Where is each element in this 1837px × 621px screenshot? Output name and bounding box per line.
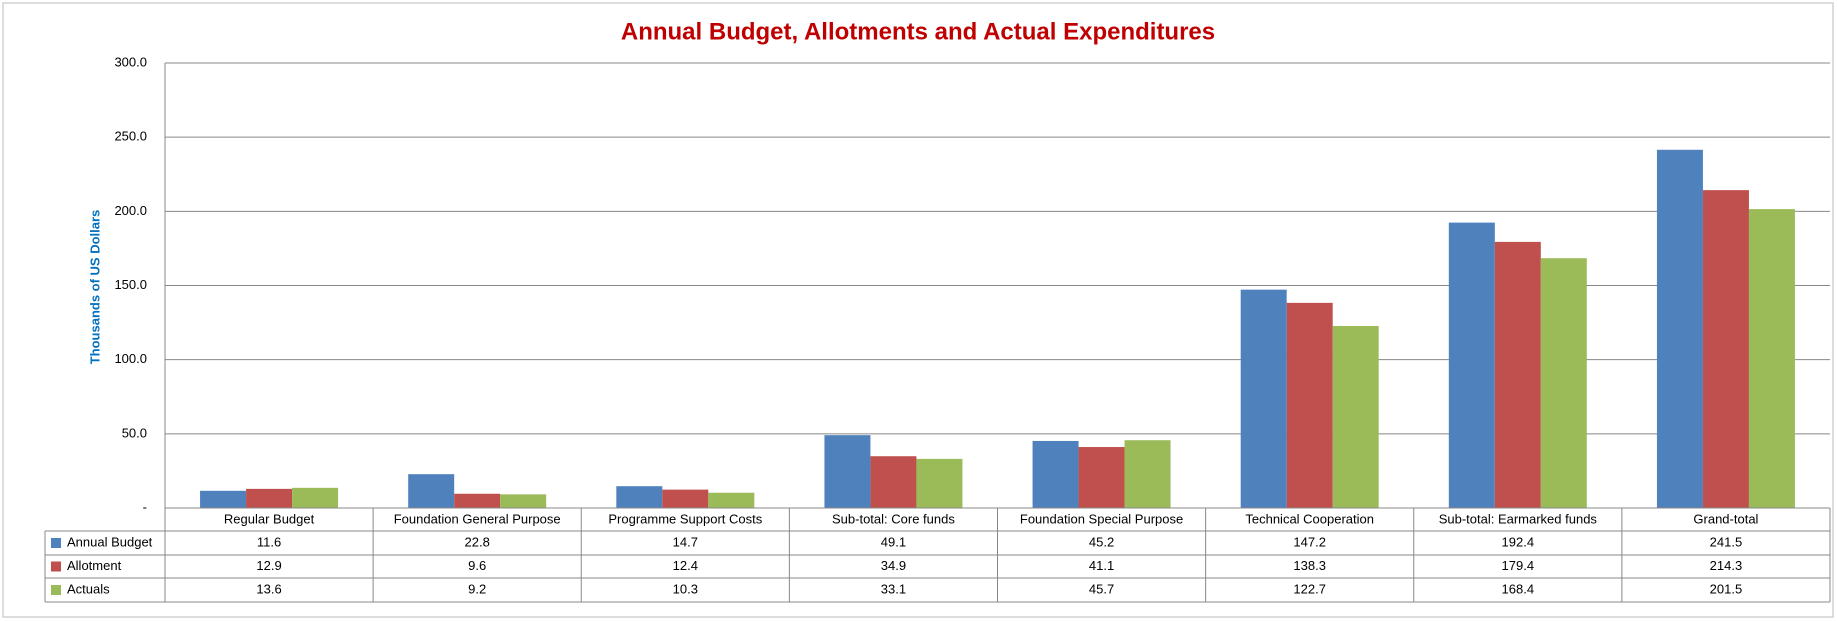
- legend-key: [51, 561, 61, 572]
- y-tick-label: 200.0: [114, 203, 147, 218]
- table-value: 14.7: [673, 534, 698, 549]
- table-value: 147.2: [1293, 534, 1326, 549]
- x-tick-label: Foundation Special Purpose: [1020, 511, 1183, 526]
- y-axis-label: Thousands of US Dollars: [87, 210, 102, 365]
- table-value: 138.3: [1293, 558, 1326, 573]
- bar: [292, 487, 339, 508]
- table-value: 45.7: [1089, 581, 1114, 596]
- y-tick-label: 150.0: [114, 277, 147, 292]
- legend-label: Annual Budget: [67, 534, 153, 549]
- table-value: 201.5: [1710, 581, 1743, 596]
- x-tick-label: Sub-total: Earmarked funds: [1439, 511, 1598, 526]
- y-tick-label: 300.0: [114, 54, 147, 69]
- bar: [1332, 325, 1379, 508]
- table-value: 214.3: [1710, 558, 1743, 573]
- bar: [200, 490, 247, 508]
- x-tick-label: Programme Support Costs: [608, 511, 762, 526]
- y-tick-label: 100.0: [114, 351, 147, 366]
- bar: [708, 492, 755, 508]
- bar: [824, 435, 871, 508]
- table-value: 168.4: [1502, 581, 1535, 596]
- bar: [662, 489, 709, 508]
- table-value: 13.6: [256, 581, 281, 596]
- table-value: 12.4: [673, 558, 698, 573]
- table-value: 241.5: [1710, 534, 1743, 549]
- bar: [916, 458, 963, 508]
- legend-label: Actuals: [67, 581, 110, 596]
- table-value: 9.2: [468, 581, 486, 596]
- x-tick-label: Regular Budget: [224, 511, 315, 526]
- bar: [1078, 447, 1125, 508]
- chart-title: Annual Budget, Allotments and Actual Exp…: [621, 18, 1215, 45]
- bar: [1748, 209, 1795, 508]
- bar: [246, 488, 293, 508]
- table-value: 179.4: [1502, 558, 1535, 573]
- y-tick-label: -: [143, 499, 147, 514]
- bar: [1032, 440, 1079, 508]
- table-value: 192.4: [1502, 534, 1535, 549]
- bar: [870, 456, 917, 508]
- bar: [1286, 302, 1333, 508]
- bar: [616, 486, 663, 508]
- bar: [408, 474, 455, 508]
- bar: [1124, 440, 1171, 508]
- table-value: 41.1: [1089, 558, 1114, 573]
- bar: [1494, 241, 1541, 508]
- table-value: 9.6: [468, 558, 486, 573]
- y-tick-label: 250.0: [114, 129, 147, 144]
- table-value: 49.1: [881, 534, 906, 549]
- legend-label: Allotment: [67, 558, 122, 573]
- x-tick-label: Grand-total: [1693, 511, 1758, 526]
- table-value: 34.9: [881, 558, 906, 573]
- bar: [454, 493, 501, 508]
- table-value: 11.6: [257, 534, 281, 549]
- table-value: 22.8: [465, 534, 490, 549]
- x-tick-label: Foundation General Purpose: [394, 511, 561, 526]
- table-value: 45.2: [1089, 534, 1114, 549]
- x-tick-label: Technical Cooperation: [1245, 511, 1374, 526]
- table-value: 33.1: [881, 581, 906, 596]
- table-value: 12.9: [256, 558, 281, 573]
- bar: [1540, 258, 1587, 508]
- bar: [500, 494, 547, 508]
- x-tick-label: Sub-total: Core funds: [832, 511, 955, 526]
- bar: [1656, 149, 1703, 508]
- table-value: 122.7: [1293, 581, 1326, 596]
- table-value: 10.3: [673, 581, 698, 596]
- legend-key: [51, 538, 61, 548]
- y-tick-label: 50.0: [122, 425, 147, 440]
- bar: [1448, 222, 1495, 508]
- bar: [1240, 289, 1287, 508]
- legend-key: [51, 585, 61, 595]
- bar: [1702, 190, 1749, 508]
